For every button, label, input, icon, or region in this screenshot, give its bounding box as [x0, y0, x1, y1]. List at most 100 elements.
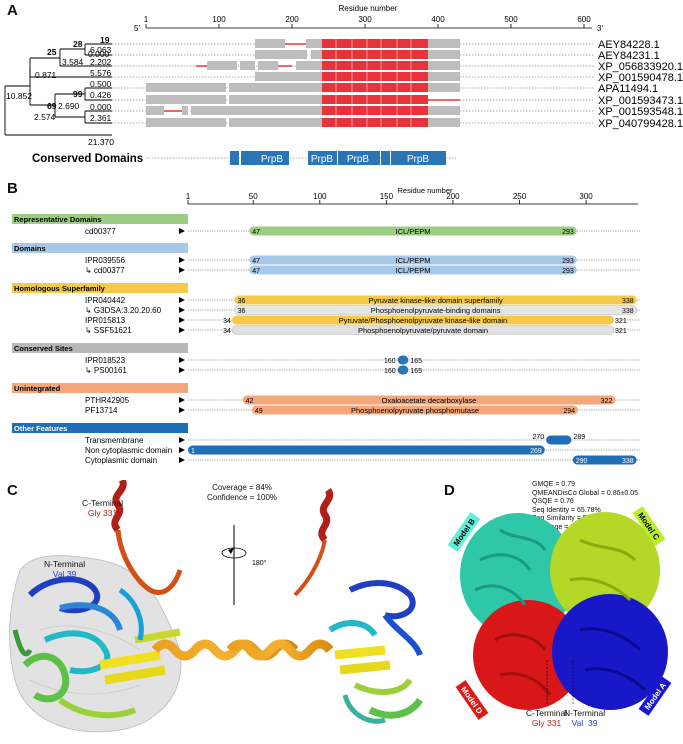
panel-label-a: A [7, 2, 18, 19]
model-stat-line: QSQE = 0.76 [532, 498, 574, 506]
domain-end: 293 [562, 268, 574, 275]
seq-label: APA11494.1 [598, 83, 658, 95]
tick-b: 50 [249, 192, 258, 201]
branch-length: 0.000 [90, 102, 112, 112]
feature-label: IPR015813 [85, 316, 126, 325]
bootstrap-value: 69 [47, 101, 57, 111]
domain-bar[interactable] [231, 325, 615, 335]
category-header: Unintegrated [14, 384, 61, 393]
domain-name: Phosphoenolpyruvate phosphomutase [351, 406, 479, 415]
expand-arrow-icon[interactable] [179, 437, 185, 443]
domain-bar[interactable] [188, 445, 545, 455]
domain-name: ICL/PEPM [395, 256, 430, 265]
expand-arrow-icon[interactable] [179, 317, 185, 323]
domain-end: 165 [410, 368, 422, 375]
expand-arrow-icon[interactable] [179, 257, 185, 263]
domain-start: 49 [255, 408, 263, 415]
expand-arrow-icon[interactable] [179, 457, 185, 463]
axis-title-a: Residue number [339, 4, 398, 13]
branch-length: 6.063 [90, 45, 112, 55]
feature-label: PTHR42905 [85, 396, 130, 405]
domain-start: 36 [238, 298, 246, 305]
domain-start: 42 [246, 398, 254, 405]
category-header-bar [12, 343, 188, 353]
domain-bar[interactable] [242, 395, 616, 405]
domain-bar[interactable] [249, 226, 577, 236]
domain-start: 270 [532, 434, 544, 441]
n-terminal-title: N-Terminal [44, 559, 86, 569]
expand-arrow-icon[interactable] [179, 297, 185, 303]
feature-label: ↳ SSF51621 [85, 326, 132, 335]
tick-a-300: 300 [358, 15, 372, 24]
model-stat-line: Coverage = 89% [532, 523, 585, 531]
feature-label: ↳ PS00161 [85, 366, 127, 375]
domain-bar[interactable] [397, 355, 409, 365]
domain-end: 338 [622, 458, 634, 465]
domain-end: 322 [601, 398, 613, 405]
domain-bar[interactable] [249, 265, 577, 275]
c-terminal-label-c: C-Terminal Gly 331 [82, 498, 123, 518]
category-header: Domains [14, 244, 46, 253]
c-terminal-label-d: C-Terminal Gly 331 [526, 708, 567, 728]
tick-a-100: 100 [212, 15, 226, 24]
panel-b-interpro: Residue number 1 50 100 150 200 250 300 Repres… [12, 186, 640, 465]
phylogenetic-tree [4, 43, 112, 136]
c-terminal-title: C-Terminal [82, 498, 124, 508]
expand-arrow-icon[interactable] [179, 407, 185, 413]
bootstrap-value: 19 [100, 35, 110, 45]
seq-label: AEY84228.1 [598, 39, 660, 51]
domain-end: 294 [563, 408, 575, 415]
three-prime-label: 3' [597, 24, 603, 33]
domain-bar[interactable] [546, 435, 572, 445]
c-terminal-title-d: C-Terminal [526, 708, 568, 718]
tick-a-400: 400 [431, 15, 445, 24]
tetramer-structure [460, 512, 668, 710]
domain-bar[interactable] [231, 315, 615, 325]
domain-bar[interactable] [572, 455, 637, 465]
feature-label: Transmembrane [85, 436, 144, 445]
feature-label: ↳ cd00377 [85, 266, 125, 275]
c-terminal-residue-d: Gly 331 [531, 718, 562, 728]
bootstrap-value: 99 [73, 89, 83, 99]
protein-ribbon-right [226, 487, 423, 724]
domain-bar[interactable] [249, 255, 577, 265]
domain-bar[interactable] [234, 295, 637, 305]
domain-bar[interactable] [234, 305, 637, 315]
category-header: Other Features [14, 424, 67, 433]
branch-length: 10.852 [6, 91, 32, 101]
model-stat-line: Seq Identity = 65.78% [532, 506, 601, 514]
c-terminal-residue: Gly 331 [87, 508, 118, 518]
protein-ribbon-left [12, 576, 181, 719]
domain-start: 290 [576, 458, 588, 465]
branch-length: 0.871 [35, 70, 57, 80]
expand-arrow-icon[interactable] [179, 357, 185, 363]
domain-end: 338 [622, 308, 634, 315]
expand-arrow-icon[interactable] [179, 447, 185, 453]
expand-arrow-icon[interactable] [179, 228, 185, 234]
branch-length: 0.426 [90, 90, 112, 100]
panel-a-alignment: Residue number 1 100 200 300 400 500 600… [4, 4, 683, 165]
expand-arrow-icon[interactable] [179, 367, 185, 373]
domain-bar[interactable] [251, 405, 579, 415]
expand-arrow-icon[interactable] [179, 327, 185, 333]
tick-a-200: 200 [285, 15, 299, 24]
domain-name: ICL/PEPM [395, 266, 430, 275]
domain-name: Phosphoenolpyruvate/pyruvate domain [358, 326, 488, 335]
tick-b: 1 [186, 192, 191, 201]
branch-length: 2.202 [90, 57, 112, 67]
model-stat-line: Seq Similarity = 50% [532, 515, 597, 523]
seq-label: XP_001593473.1 [598, 95, 683, 107]
domain-label-prpb: PrpB [347, 154, 370, 165]
expand-arrow-icon[interactable] [179, 397, 185, 403]
ruler-ticks-a [145, 24, 585, 28]
domain-bar[interactable] [397, 365, 409, 375]
bootstrap-value: 28 [73, 39, 83, 49]
domain-label-prpb: PrpB [261, 154, 284, 165]
expand-arrow-icon[interactable] [179, 267, 185, 273]
tick-b: 150 [380, 192, 394, 201]
domain-start: 34 [223, 318, 231, 325]
expand-arrow-icon[interactable] [179, 307, 185, 313]
domain-start: 36 [238, 308, 246, 315]
model-stat-line: GMQE = 0.79 [532, 481, 575, 488]
seq-label: XP_001590478.1 [598, 72, 683, 84]
